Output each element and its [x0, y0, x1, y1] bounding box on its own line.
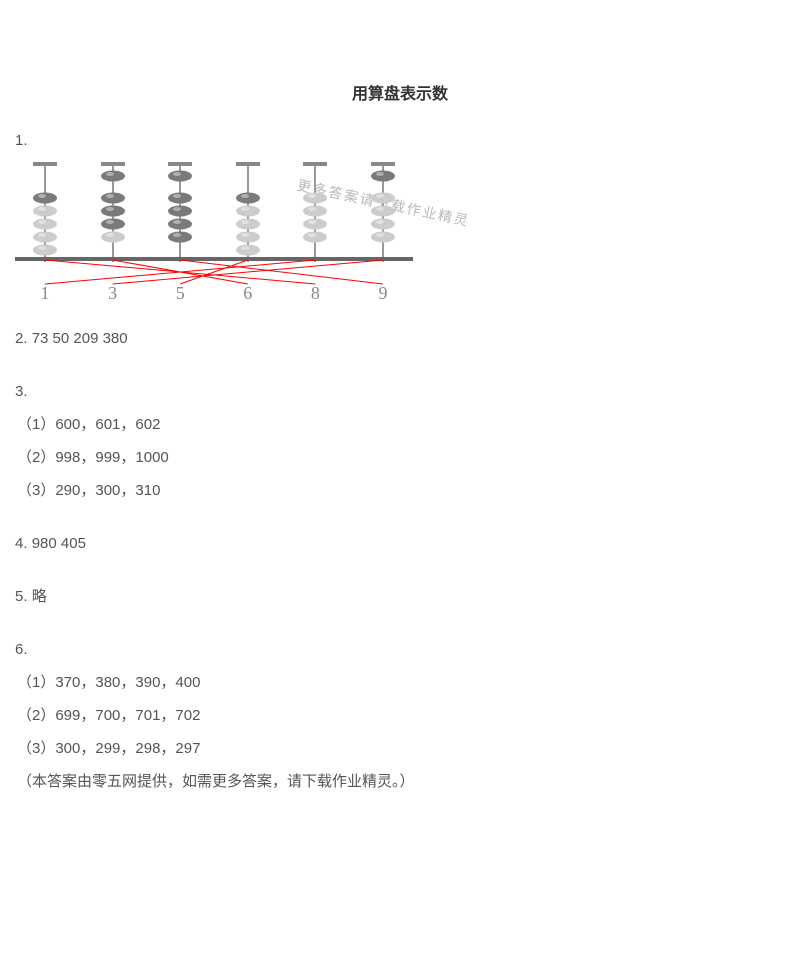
q4-label: 4.	[15, 535, 28, 552]
q6-note: （本答案由零五网提供，如需更多答案，请下载作业精灵。）	[15, 765, 785, 798]
bead-icon	[235, 244, 261, 256]
bead-icon	[370, 170, 396, 182]
question-6: 6. （1）370，380，390，400 （2）699，700，701，702…	[15, 633, 785, 798]
page-title: 用算盘表示数	[15, 80, 785, 104]
q5-text: 略	[32, 588, 47, 605]
bead-icon	[370, 231, 396, 243]
abacus-label: 9	[361, 274, 405, 314]
bead-icon	[167, 192, 193, 204]
bead-icon	[235, 205, 261, 217]
bead-icon	[32, 192, 58, 204]
bead-icon	[235, 231, 261, 243]
bead-icon	[100, 218, 126, 230]
q6-item-2: （2）699，700，701，702	[15, 699, 785, 732]
bead-icon	[32, 231, 58, 243]
bead-icon	[100, 231, 126, 243]
bead-icon	[100, 170, 126, 182]
bead-icon	[370, 192, 396, 204]
abacus-diagram: 更多答案请下载作业精灵 135689	[15, 162, 413, 302]
question-1: 1. 更多答案请下载作业精灵 135689	[15, 124, 785, 302]
q3-item-3: （3）290，300，310	[15, 474, 785, 507]
q6-item-1: （1）370，380，390，400	[15, 666, 785, 699]
bead-icon	[302, 192, 328, 204]
abacus-label: 5	[158, 274, 202, 314]
abacus-label: 3	[91, 274, 135, 314]
question-4: 4. 980 405	[15, 527, 785, 560]
question-5: 5. 略	[15, 580, 785, 613]
bead-icon	[370, 218, 396, 230]
abacus-column	[361, 162, 405, 262]
q3-item-1: （1）600，601，602	[15, 408, 785, 441]
abacus-label: 6	[226, 274, 270, 314]
bead-icon	[32, 244, 58, 256]
abacus-column	[226, 162, 270, 262]
q1-label: 1.	[15, 124, 785, 157]
bead-icon	[167, 218, 193, 230]
question-2: 2. 73 50 209 380	[15, 322, 785, 355]
bead-icon	[302, 231, 328, 243]
bead-icon	[370, 205, 396, 217]
bead-icon	[235, 218, 261, 230]
question-3: 3. （1）600，601，602 （2）998，999，1000 （3）290…	[15, 375, 785, 507]
bead-icon	[167, 205, 193, 217]
bead-icon	[302, 218, 328, 230]
q3-item-2: （2）998，999，1000	[15, 441, 785, 474]
q2-label: 2.	[15, 330, 28, 347]
q2-text: 73 50 209 380	[32, 330, 128, 347]
bead-icon	[100, 205, 126, 217]
q3-label: 3.	[15, 375, 785, 408]
q6-item-3: （3）300，299，298，297	[15, 732, 785, 765]
abacus-column	[91, 162, 135, 262]
abacus-column	[158, 162, 202, 262]
bead-icon	[32, 205, 58, 217]
abacus-column	[293, 162, 337, 262]
abacus-column	[23, 162, 67, 262]
bead-icon	[100, 192, 126, 204]
bead-icon	[167, 170, 193, 182]
abacus-crossbar	[15, 257, 413, 261]
bead-icon	[32, 218, 58, 230]
abacus-label: 8	[293, 274, 337, 314]
bead-icon	[302, 205, 328, 217]
abacus-label: 1	[23, 274, 67, 314]
q6-label: 6.	[15, 633, 785, 666]
bead-icon	[235, 192, 261, 204]
q5-label: 5.	[15, 588, 28, 605]
q4-text: 980 405	[32, 535, 86, 552]
bead-icon	[167, 231, 193, 243]
